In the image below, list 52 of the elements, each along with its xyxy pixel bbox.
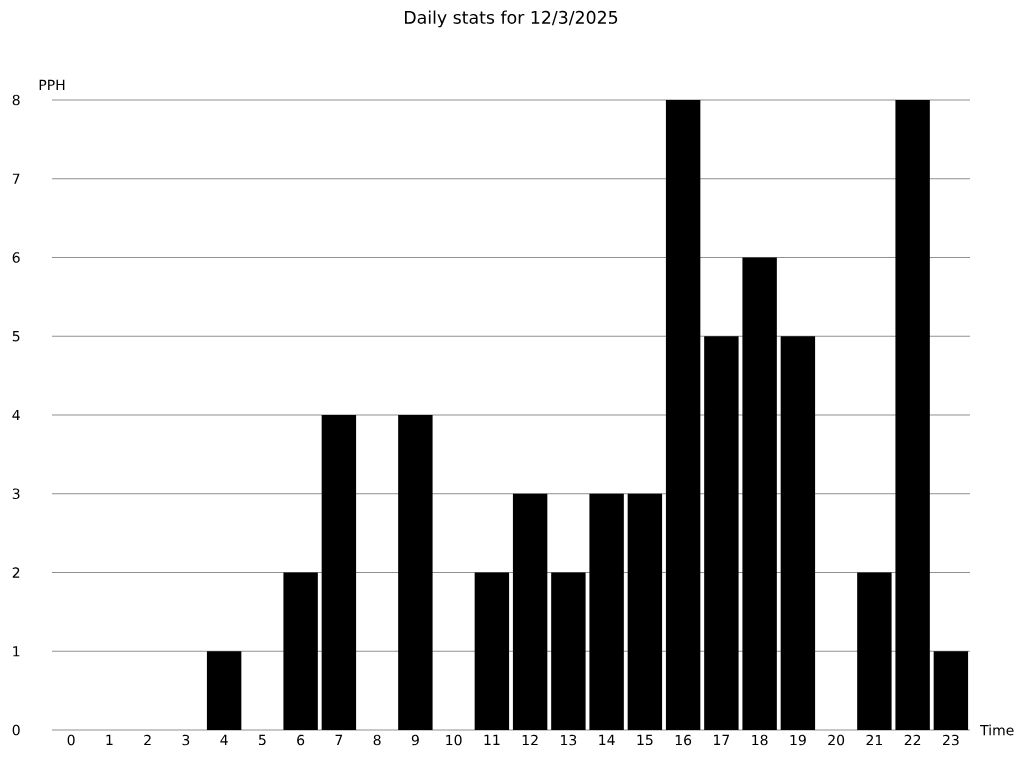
x-tick-label: 19 (790, 734, 806, 746)
bar (895, 100, 930, 730)
chart-title: Daily stats for 12/3/2025 (405, 10, 618, 28)
x-tick-label: 8 (373, 734, 381, 746)
x-tick-label: 21 (866, 734, 882, 746)
x-tick-label: 10 (446, 734, 462, 746)
y-tick-label: 5 (12, 331, 20, 342)
x-tick-label: 5 (259, 734, 266, 746)
x-tick-label: 18 (752, 734, 768, 746)
bar (398, 415, 433, 730)
bar (589, 493, 624, 730)
x-axis-title: Time (980, 724, 1014, 736)
x-tick-label: 2 (144, 734, 151, 746)
x-tick-label: 13 (561, 734, 577, 746)
bar (933, 651, 969, 730)
x-tick-label: 22 (904, 734, 921, 746)
x-tick-label: 4 (220, 734, 228, 745)
bar (780, 336, 816, 730)
x-tick-label: 20 (828, 734, 845, 746)
y-tick-label: 3 (12, 488, 20, 500)
bar (512, 493, 548, 730)
bar (742, 257, 777, 730)
y-tick-label: 7 (12, 173, 20, 184)
x-tick-label: 1 (106, 734, 113, 745)
y-tick-label: 1 (13, 646, 20, 657)
x-tick-label: 6 (297, 734, 305, 746)
x-tick-label: 14 (599, 734, 615, 745)
x-tick-label: 7 (335, 734, 343, 745)
x-tick-label: 15 (637, 734, 653, 746)
y-tick-label: 4 (12, 409, 20, 421)
x-tick-label: 17 (714, 734, 730, 745)
bar (627, 493, 663, 730)
bar (283, 572, 318, 730)
bar (665, 100, 701, 730)
x-tick-label: 16 (675, 734, 692, 746)
y-tick-label: 6 (12, 252, 20, 263)
bar (206, 651, 242, 730)
x-tick-label: 12 (522, 734, 538, 746)
bar (551, 572, 586, 730)
y-tick-label: 2 (12, 567, 20, 578)
bar (857, 572, 892, 730)
x-tick-label: 9 (411, 734, 419, 746)
x-tick-label: 0 (67, 734, 75, 746)
bar (704, 336, 739, 730)
bar (321, 415, 357, 730)
y-axis-title: PPH (39, 79, 65, 90)
x-tick-label: 3 (182, 734, 190, 746)
x-tick-label: 23 (943, 734, 959, 746)
x-tick-label: 11 (484, 734, 500, 745)
y-tick-label: 0 (12, 724, 20, 736)
bar (474, 572, 510, 730)
y-tick-label: 8 (12, 94, 20, 106)
